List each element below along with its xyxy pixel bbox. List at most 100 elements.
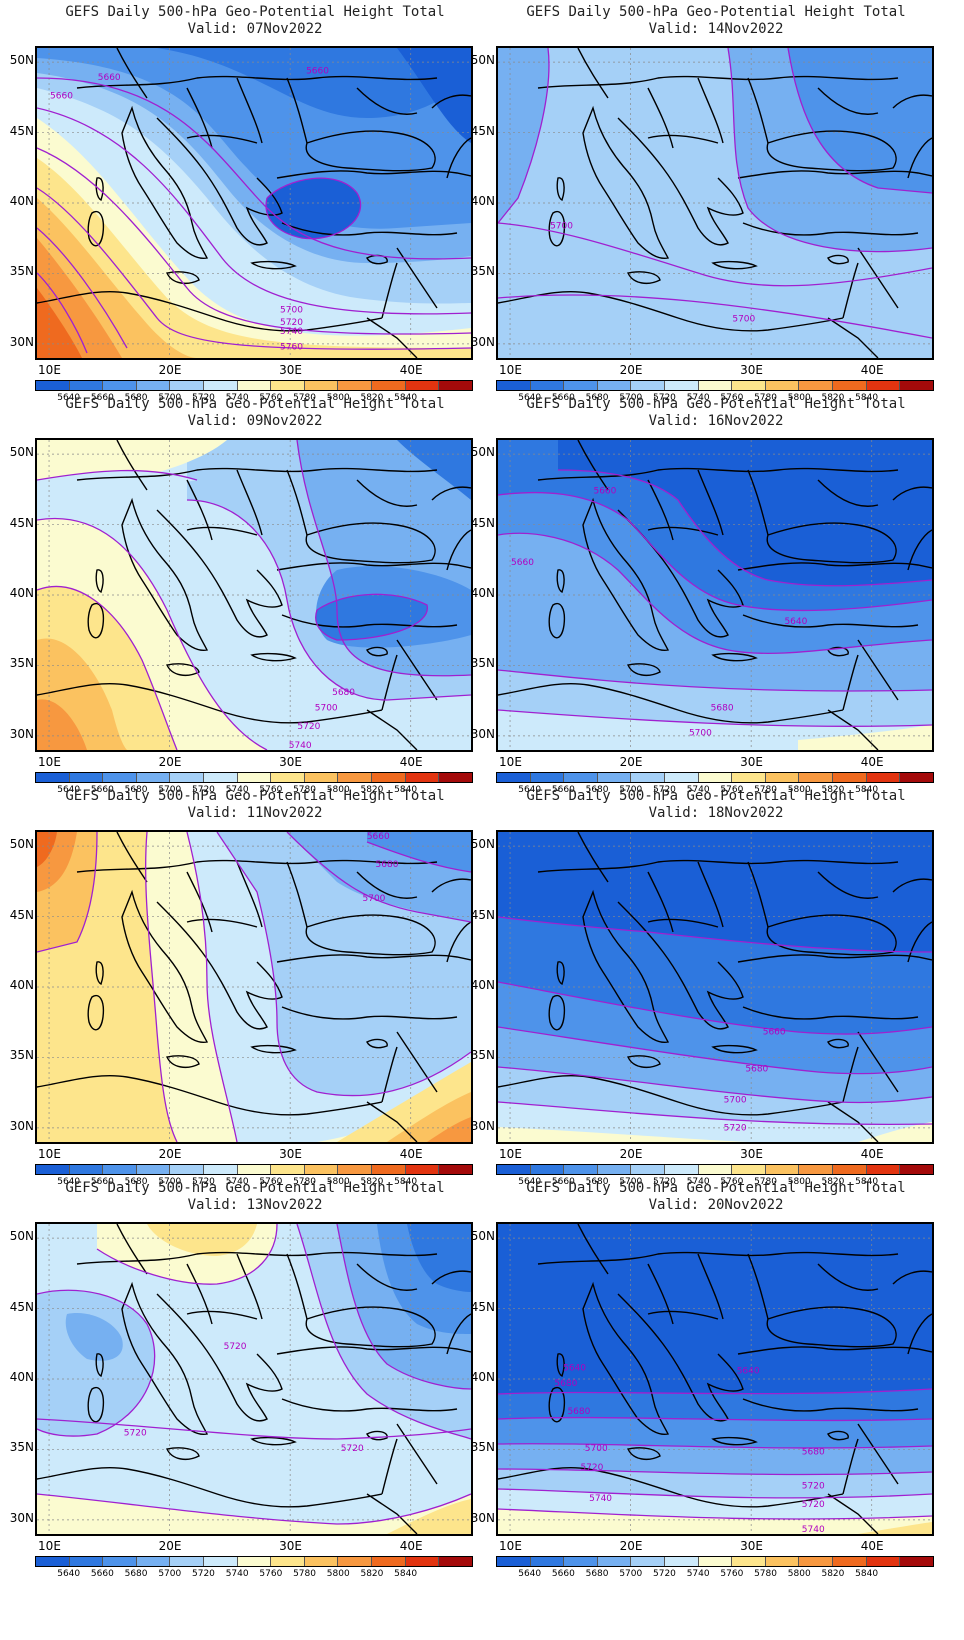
latitude-label: 35N [9,1440,34,1455]
coastline-border [236,469,263,536]
height-field-map: 5700 5700 [498,48,932,358]
coastline-border [766,522,897,564]
contour-label: 5700 [585,1444,608,1454]
colorbar-swatch [497,773,531,782]
coastline-border [37,290,383,332]
latitude-label: 50N [9,837,34,852]
coastline-border [617,509,744,638]
coastline-border [827,254,849,265]
contour-label: 5660 [593,487,616,497]
colorbar-label: 5800 [326,393,350,403]
colorbar-label: 5760 [720,1569,744,1579]
height-contour [498,222,932,287]
height-contour [37,517,268,750]
latitude-label: 30N [470,1118,495,1133]
latitude-label: 35N [470,1048,495,1063]
shaded-height-band [37,832,57,867]
contour-label: 5700 [689,728,712,738]
longitude-label: 20E [158,363,182,377]
colorbar-label: 5640 [518,393,542,403]
colorbar-swatch [36,1165,70,1174]
coastline-border [356,871,418,899]
colorbar-label: 5760 [720,1177,744,1187]
colorbar-swatch [530,773,565,782]
colorbar-swatch [665,1165,699,1174]
colorbar-swatch [665,381,699,390]
coastline-border [747,1253,769,1320]
longitude-label: 40E [860,1147,884,1161]
colorbar-label: 5820 [821,785,845,795]
colorbar-swatch [237,1557,272,1566]
coastline-border [626,1055,661,1069]
contour-label: 5720 [580,1463,603,1473]
height-contour [37,147,471,335]
height-contour [727,48,932,253]
height-contour [37,227,128,349]
latitude-label: 40N [470,1370,495,1384]
colorbar-label: 5840 [855,1177,879,1187]
contour-label: 5660 [306,67,329,77]
colorbar-label: 5720 [653,1177,676,1187]
colorbar-swatch [799,1557,834,1566]
coastline-border [647,1263,674,1325]
contour-label: 5720 [224,1342,247,1352]
coastline-border [95,1353,104,1377]
colorbar-swatch [372,773,406,782]
map-area: 5640 5640 5680 5680 5700 5720 5740 5680 5720 5720… [496,1222,934,1536]
panel-title-text: GEFS Daily 500-hPa Geo-Potential Height … [526,788,906,804]
colorbar-swatch [271,1557,305,1566]
longitude-label: 40E [860,1539,884,1553]
coastline-border [186,918,258,928]
colorbar-label: 5680 [585,1177,609,1187]
colorbar-swatch [338,1165,373,1174]
shaded-height-band [498,1509,932,1534]
coastline-border [381,1046,398,1103]
colorbar-label: 5660 [90,1569,114,1579]
coastline-border [276,562,471,628]
contour-label: 5700 [315,704,338,714]
colorbar-swatch [271,381,305,390]
coastline-border [76,75,438,89]
colorbar-labels: 5640 5660 5680 5700 5720 5740 5760 5780 5800 5820… [496,1177,934,1189]
longitude-label: 10E [499,1147,522,1161]
colorbar-label: 5740 [225,393,249,403]
contour-label: 5760 [280,343,303,353]
latitude-label: 50N [9,445,34,460]
panel-title: GEFS Daily 500-hPa Geo-Potential Height … [496,396,936,430]
contour-label: 5700 [732,315,755,325]
height-contour [498,709,932,727]
colorbar-swatch [698,1165,733,1174]
colorbar-label: 5720 [192,1177,215,1187]
shaded-height-band [498,48,549,223]
colorbar-label: 5680 [585,393,609,403]
coastline-border [647,918,719,928]
coastline-border [305,522,436,564]
latitude-label: 50N [470,1229,495,1244]
colorbar-swatch [597,1557,632,1566]
contour-label: 5740 [289,741,312,750]
colorbar-label: 5680 [124,1177,148,1187]
coastline-border [827,646,849,657]
coastline-border [116,1224,148,1275]
colorbar-swatch [170,773,205,782]
map-panel: GEFS Daily 500-hPa Geo-Potential Height … [0,0,473,408]
latitude-label: 50N [470,445,495,460]
contour-label: 5680 [567,1407,590,1417]
contour-label: 5740 [280,327,303,337]
contour-label: 5680 [332,688,355,698]
coastline-border [647,526,719,536]
panel-title-text: GEFS Daily 500-hPa Geo-Potential Height … [526,4,906,20]
colorbar [496,380,934,391]
latitude-label: 30N [470,334,495,349]
shaded-height-band [427,1117,471,1142]
panel-title: GEFS Daily 500-hPa Geo-Potential Height … [496,4,936,38]
latitude-label: 45N [9,515,34,530]
coastline-border [577,48,609,99]
colorbar-swatch [866,773,901,782]
colorbar-swatch [204,381,238,390]
coastline-border [236,77,263,144]
latitude-label: 45N [9,1299,34,1314]
colorbar-swatch [799,381,834,390]
coastline-border [250,1436,297,1446]
contour-label: 5660 [50,92,73,102]
